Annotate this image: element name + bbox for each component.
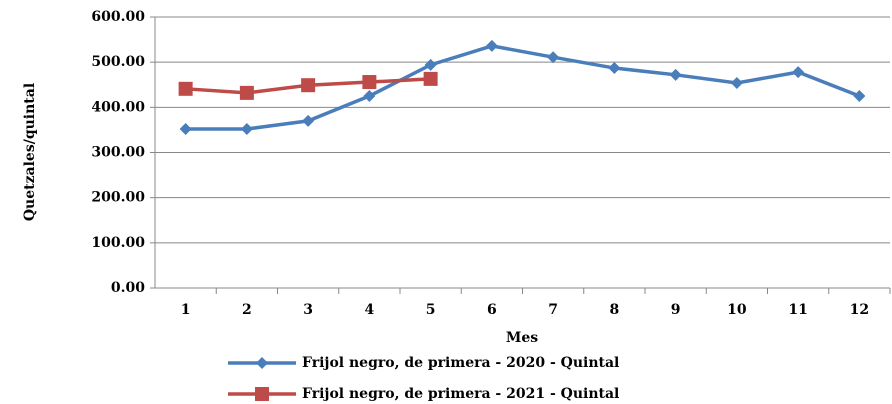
- series-line: [185, 44, 861, 131]
- marker: [547, 51, 560, 64]
- marker: [792, 66, 805, 79]
- marker: [669, 68, 682, 81]
- x-tick-label: 2: [242, 302, 252, 318]
- marker: [608, 62, 621, 75]
- marker: [255, 387, 269, 401]
- y-tick-label: 500.00: [91, 54, 145, 70]
- marker: [240, 123, 253, 136]
- marker: [423, 71, 438, 86]
- y-tick-label: 300.00: [91, 145, 145, 161]
- marker: [301, 78, 316, 93]
- x-tick-label: 9: [671, 302, 681, 318]
- x-tick-label: 8: [610, 302, 620, 318]
- legend-label: Frijol negro, de primera - 2020 - Quinta…: [302, 355, 619, 371]
- x-tick-label: 7: [548, 302, 558, 318]
- x-tick-label: 5: [426, 302, 436, 318]
- marker: [853, 90, 866, 103]
- marker: [485, 39, 498, 52]
- y-axis-title: Quetzales/quintal: [22, 83, 38, 221]
- marker: [730, 76, 743, 89]
- x-tick-label: 1: [181, 302, 191, 318]
- x-tick-label: 10: [727, 302, 747, 318]
- marker: [363, 90, 376, 103]
- marker: [239, 85, 254, 100]
- marker: [256, 357, 268, 369]
- y-tick-label: 200.00: [91, 190, 145, 206]
- y-tick-label: 100.00: [91, 235, 145, 251]
- marker: [178, 81, 193, 96]
- marker: [179, 123, 192, 136]
- x-tick-label: 4: [365, 302, 375, 318]
- x-tick-label: 12: [850, 302, 869, 318]
- x-axis-title: Mes: [506, 330, 538, 346]
- y-tick-label: 0.00: [111, 280, 145, 296]
- x-tick-label: 11: [788, 302, 807, 318]
- legend-label: Frijol negro, de primera - 2021 - Quinta…: [302, 386, 619, 402]
- x-tick-label: 3: [303, 302, 313, 318]
- x-tick-label: 6: [487, 302, 497, 318]
- y-tick-label: 400.00: [91, 99, 145, 115]
- marker: [302, 114, 315, 127]
- marker: [362, 75, 377, 90]
- marker: [424, 58, 437, 71]
- y-tick-label: 600.00: [91, 9, 145, 25]
